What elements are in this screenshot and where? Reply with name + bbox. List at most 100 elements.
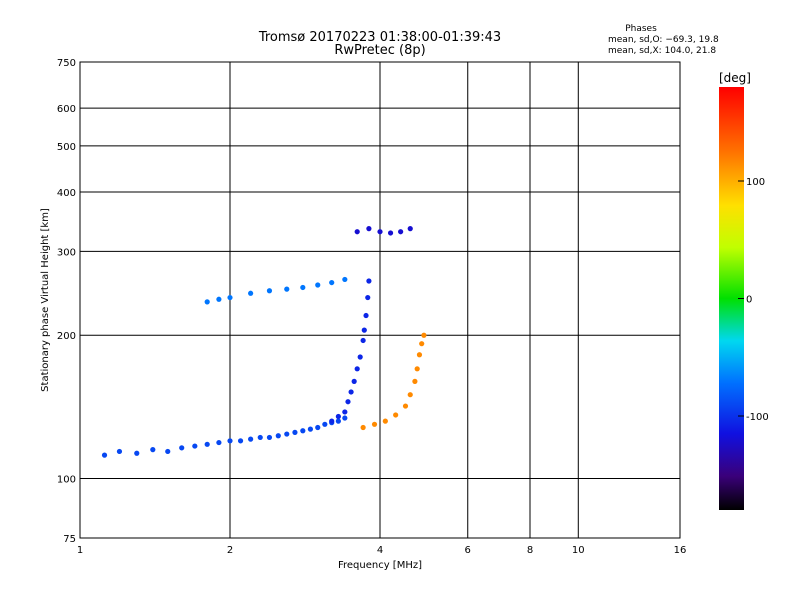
echo-point: [257, 434, 263, 441]
x-tick-label: 16: [674, 545, 687, 556]
echo-point: [407, 226, 413, 232]
x-axis-label: Frequency [MHz]: [338, 560, 422, 571]
echo-point: [365, 294, 371, 301]
y-axis-label: Stationary phase Virtual Height [km]: [40, 208, 51, 392]
trace-x-mode-trace: [360, 332, 427, 431]
colorbar-tick-label: 100: [746, 177, 765, 188]
colorbar-tick-label: -100: [746, 412, 769, 423]
x-tick-label: 1: [77, 545, 83, 556]
trace-sporadic-upper: [204, 276, 348, 305]
echo-point: [357, 354, 363, 360]
x-tick-label: 6: [465, 545, 471, 556]
echo-point: [216, 296, 222, 302]
grid-lines: [80, 62, 680, 538]
y-tick-label: 200: [57, 331, 76, 342]
echo-point: [354, 229, 360, 235]
echo-point: [354, 366, 360, 372]
echo-point: [342, 415, 348, 421]
trace-e-region-trace: [101, 415, 348, 458]
echo-point: [329, 279, 335, 286]
echo-point: [407, 392, 413, 398]
y-tick-label: 600: [57, 104, 76, 115]
y-tick-label: 750: [57, 58, 76, 69]
echo-point: [315, 424, 321, 431]
x-tick-label: 10: [572, 545, 585, 556]
echo-point: [227, 438, 233, 444]
echo-point: [360, 424, 366, 431]
y-tick-label: 300: [57, 247, 76, 258]
echo-point: [382, 418, 388, 424]
colorbar-ticks: 100 0 -100: [738, 177, 769, 423]
y-tick-label: 500: [57, 142, 76, 153]
echo-point: [335, 418, 341, 424]
echo-point: [266, 288, 273, 294]
colorbar-tick-label: 0: [746, 295, 752, 306]
echo-point: [393, 412, 399, 418]
echo-point: [419, 341, 425, 347]
y-tick-label: 100: [57, 475, 76, 486]
echo-point: [116, 448, 123, 455]
y-axis-ticks: 75 100 200 300 400 500 600 750: [57, 58, 76, 545]
trace-f-region-trace-low: [329, 278, 372, 424]
echo-point: [284, 431, 290, 437]
echo-point: [266, 434, 273, 441]
plot-area: 1 2 4 6 8 10 16 75 100 200 300 400 500 600 750: [57, 58, 686, 556]
echo-point: [335, 413, 341, 420]
echo-point: [421, 332, 427, 338]
echo-point: [361, 327, 367, 333]
echo-point: [360, 337, 366, 344]
legend-line-o: mean, sd,O: −69.3, 19.8: [608, 35, 719, 45]
echo-point: [192, 443, 198, 449]
echo-point: [329, 418, 335, 424]
echo-point: [416, 352, 423, 358]
echo-point: [371, 421, 378, 427]
echo-point: [292, 429, 298, 435]
colorbar-label: [deg]: [719, 71, 751, 85]
echo-point: [284, 286, 290, 292]
echo-point: [101, 452, 108, 458]
echo-point: [348, 389, 354, 395]
y-tick-label: 75: [63, 534, 76, 545]
echo-point: [398, 229, 404, 235]
x-tick-label: 8: [527, 545, 533, 556]
echo-point: [248, 290, 254, 296]
echo-point: [322, 421, 328, 427]
echo-point: [387, 230, 394, 236]
echo-point: [237, 438, 244, 444]
colorbar: [deg] 100 0 -100: [719, 71, 769, 510]
chart-title: Tromsø 20170223 01:38:00-01:39:43: [258, 30, 501, 45]
echo-point: [402, 403, 409, 409]
legend-line-x: mean, sd,X: 104.0, 21.8: [608, 46, 716, 56]
chart-subtitle: RwPretec (8p): [334, 43, 425, 58]
echo-point: [165, 448, 171, 455]
echo-point: [248, 436, 254, 442]
echo-point: [345, 399, 351, 405]
echo-point: [307, 426, 314, 432]
legend-title: Phases: [625, 24, 657, 34]
echo-point: [412, 378, 418, 384]
echo-point: [204, 299, 210, 305]
x-axis-ticks: 1 2 4 6 8 10 16: [77, 545, 687, 556]
echo-point: [300, 284, 306, 291]
echo-point: [300, 428, 306, 434]
echo-point: [315, 282, 321, 288]
echo-point: [150, 447, 156, 453]
echo-point: [227, 294, 233, 301]
echo-point: [351, 378, 357, 384]
echo-point: [414, 366, 420, 372]
trace-oblique-echo: [354, 226, 413, 236]
echo-point: [275, 433, 281, 439]
echo-point: [179, 445, 185, 451]
echo-point: [366, 226, 372, 232]
echo-point: [377, 229, 383, 235]
echo-point: [366, 278, 372, 284]
echo-point: [204, 441, 210, 447]
x-tick-label: 2: [227, 545, 233, 556]
echo-point: [134, 450, 140, 456]
echo-point: [363, 312, 369, 319]
echo-point: [342, 276, 348, 283]
echo-point: [216, 439, 222, 446]
echo-traces: [101, 226, 427, 458]
echo-point: [342, 409, 348, 415]
